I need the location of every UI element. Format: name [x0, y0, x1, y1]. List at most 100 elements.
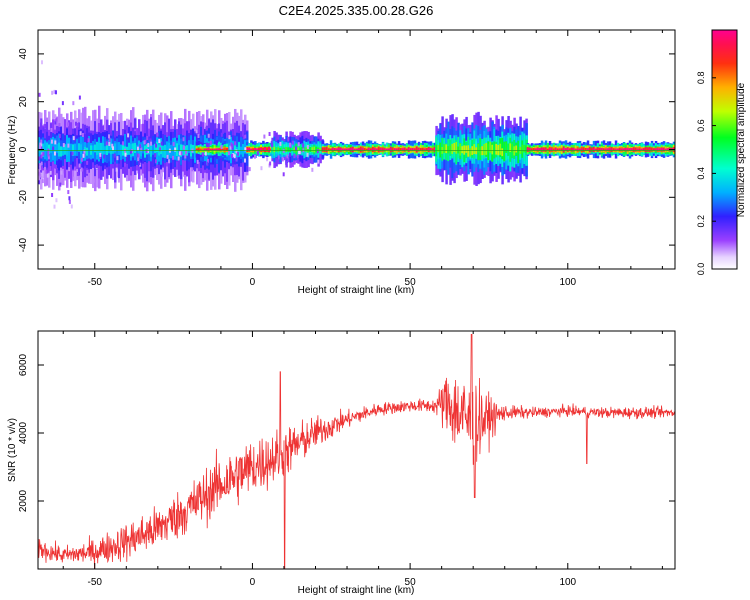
heatmap-cell: [263, 134, 266, 139]
colorbar-frame: [711, 29, 738, 270]
heatmap-cell: [427, 148, 431, 151]
heatmap-cell: [166, 154, 169, 159]
heatmap-cell: [495, 143, 498, 155]
heatmap-cell: [558, 148, 562, 151]
heatmap-cell: [235, 157, 238, 162]
heatmap-cell: [58, 123, 61, 128]
heatmap-cell: [54, 146, 57, 156]
heatmap-cell: [584, 147, 588, 152]
heatmap-cell: [321, 148, 325, 151]
frequency-panel: -50 0 50 100 -40 -20 0 20 40 Height of straight …: [7, 29, 676, 296]
heatmap-cell: [582, 148, 586, 151]
heatmap-cell: [39, 142, 42, 147]
heatmap-cell: [209, 140, 212, 145]
heatmap-cell: [205, 126, 208, 131]
heatmap-cell: [148, 144, 151, 155]
heatmap-cell: [636, 148, 640, 151]
heatmap-cell: [293, 147, 296, 152]
x-tick-label: 0: [250, 577, 256, 588]
heatmap-cell: [248, 167, 251, 172]
heatmap-cell: [335, 148, 339, 151]
heatmap-cell: [377, 147, 381, 152]
heatmap-cell: [203, 148, 207, 151]
heatmap-cell: [540, 148, 544, 151]
heatmap-cell: [242, 135, 245, 140]
heatmap-cell: [260, 148, 263, 151]
snr-panel: -50 0 50 100 2000 4000 6000 Height of straight…: [7, 330, 676, 596]
heatmap-cell: [493, 146, 496, 156]
heatmap-cell: [339, 148, 343, 151]
heatmap-cell: [232, 153, 235, 158]
heatmap-cell: [279, 147, 282, 152]
heatmap-cell: [409, 148, 413, 151]
heatmap-cell: [423, 148, 427, 151]
heatmap-cell: [638, 148, 642, 151]
heatmap-cell: [127, 133, 130, 138]
heatmap-cell: [612, 148, 616, 151]
heatmap-cell: [191, 167, 194, 172]
heatmap-cell: [172, 155, 175, 160]
heatmap-cell: [82, 142, 85, 152]
heatmap-cell: [78, 95, 81, 100]
heatmap-cell: [61, 101, 64, 106]
heatmap-cell: [489, 141, 492, 153]
heatmap-cell: [162, 145, 165, 158]
heatmap-cell: [266, 157, 269, 162]
heatmap-cell: [572, 147, 576, 152]
heatmap-cell: [550, 148, 554, 151]
heatmap-cell: [337, 148, 341, 151]
heatmap-cell: [158, 139, 161, 144]
heatmap-cell: [68, 196, 71, 201]
heatmap-cell: [51, 90, 54, 95]
heatmap-cell: [552, 148, 556, 151]
heatmap-cell: [114, 143, 117, 153]
heatmap-cell: [72, 144, 75, 156]
heatmap-cell: [39, 173, 42, 178]
heatmap-cell: [532, 148, 536, 151]
snr-xlabel: Height of straight line (km): [298, 585, 415, 596]
heatmap-cell: [630, 148, 634, 151]
heatmap-cell: [180, 151, 183, 156]
heatmap-cell: [316, 149, 319, 154]
heatmap-cell: [319, 147, 322, 152]
heatmap-cell: [574, 148, 578, 151]
heatmap-cell: [562, 148, 566, 151]
heatmap-cell: [634, 148, 638, 151]
heatmap-cell: [230, 153, 233, 158]
heatmap-cell: [273, 146, 276, 153]
heatmap-cell: [219, 148, 223, 151]
frequency-ylabel: Frequency (Hz): [7, 116, 18, 185]
heatmap-cell: [73, 176, 76, 181]
heatmap-cell: [642, 148, 646, 151]
heatmap-cell: [461, 146, 464, 154]
x-tick-label: -50: [88, 277, 103, 288]
heatmap-cell: [570, 148, 574, 151]
heatmap-cell: [67, 122, 70, 127]
heatmap-cell: [343, 148, 347, 151]
heatmap-cell: [646, 148, 650, 151]
heatmap-cell: [155, 143, 158, 148]
heatmap-cell: [355, 148, 359, 151]
heatmap-cell: [271, 143, 274, 148]
heatmap-cell: [596, 148, 600, 151]
heatmap-cell: [145, 148, 148, 153]
heatmap-cell: [78, 143, 81, 152]
colorbar-tick-label: 0.8: [696, 72, 706, 85]
heatmap-cell: [385, 148, 389, 151]
heatmap-cell: [282, 172, 285, 177]
heatmap-cell: [345, 148, 349, 151]
heatmap-cell: [113, 153, 116, 158]
heatmap-cell: [333, 147, 337, 152]
heatmap-cell: [407, 148, 411, 151]
x-tick-label: 100: [559, 577, 576, 588]
heatmap-cell: [99, 152, 102, 157]
heatmap-cell: [116, 142, 119, 156]
heatmap-cell: [515, 145, 518, 153]
heatmap-cell: [287, 147, 290, 152]
heatmap-cell: [530, 148, 534, 151]
heatmap-cell: [437, 145, 440, 153]
heatmap-cell: [576, 148, 580, 151]
heatmap-cell: [387, 148, 391, 151]
colorbar-tick-label: 0.0: [696, 263, 706, 276]
heatmap-cell: [511, 144, 514, 153]
